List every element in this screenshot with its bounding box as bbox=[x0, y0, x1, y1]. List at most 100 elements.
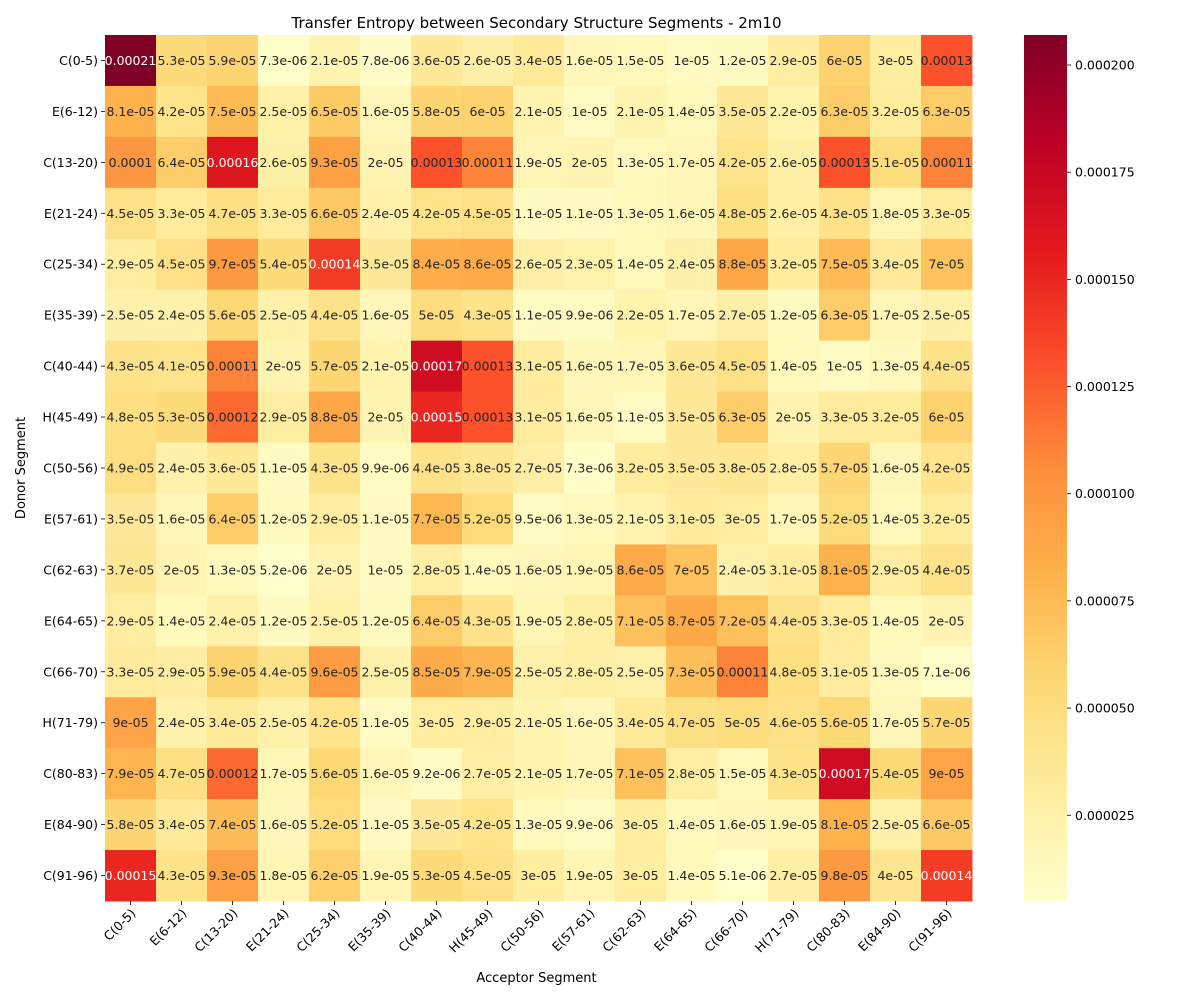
heatmap-cell bbox=[156, 748, 208, 800]
heatmap-cell bbox=[768, 646, 820, 698]
heatmap-cell bbox=[309, 238, 361, 291]
cell-value-label: 8.7e-05 bbox=[668, 613, 716, 628]
heatmap-cell bbox=[258, 544, 310, 596]
cell-value-label: 3.2e-05 bbox=[872, 104, 920, 119]
cell-value-label: 7.5e-05 bbox=[821, 257, 869, 272]
cell-value-label: 3.5e-05 bbox=[413, 817, 461, 832]
cell-value-label: 3.4e-05 bbox=[617, 715, 665, 730]
heatmap-cell bbox=[207, 340, 259, 393]
cell-value-label: 5.3e-05 bbox=[413, 868, 461, 883]
heatmap-cell bbox=[666, 289, 718, 342]
cell-value-label: 3e-05 bbox=[418, 715, 454, 730]
cell-value-label: 0.00013 bbox=[819, 155, 871, 170]
heatmap-cell bbox=[615, 697, 667, 749]
heatmap-cell bbox=[258, 748, 310, 800]
heatmap-cell bbox=[870, 289, 922, 342]
cell-value-label: 2.1e-05 bbox=[617, 104, 665, 119]
heatmap-cell bbox=[309, 697, 361, 749]
heatmap-cell bbox=[462, 187, 514, 240]
cell-value-label: 5.6e-05 bbox=[311, 766, 359, 781]
heatmap-cell bbox=[870, 850, 922, 902]
heatmap-cell bbox=[462, 748, 514, 800]
heatmap-cell bbox=[513, 493, 565, 545]
cell-value-label: 1.3e-05 bbox=[617, 206, 665, 221]
cell-value-label: 3.8e-05 bbox=[719, 461, 767, 476]
heatmap-cell bbox=[513, 646, 565, 698]
heatmap-cell bbox=[207, 238, 259, 291]
cell-value-label: 1.6e-05 bbox=[515, 562, 563, 577]
heatmap-cell bbox=[258, 697, 310, 749]
heatmap-cell bbox=[207, 799, 259, 851]
colorbar-tick-label: 0.000200 bbox=[1075, 58, 1135, 73]
heatmap-cell bbox=[156, 340, 208, 393]
heatmap-cell bbox=[360, 544, 412, 596]
heatmap-cell bbox=[666, 544, 718, 596]
heatmap-cell bbox=[207, 646, 259, 698]
heatmap-cell bbox=[564, 850, 616, 902]
cell-value-label: 5.8e-05 bbox=[107, 817, 155, 832]
cell-value-label: 0.00011 bbox=[717, 664, 769, 679]
heatmap-cell bbox=[564, 289, 616, 342]
heatmap-cell bbox=[513, 799, 565, 851]
heatmap-cell bbox=[870, 187, 922, 240]
x-tick-labels: C(0-5) E(6-12) C(13-20) E(21-24) C(25-34) E(3… bbox=[101, 901, 955, 955]
cell-value-label: 4.3e-05 bbox=[770, 766, 818, 781]
heatmap-cell bbox=[207, 748, 259, 800]
cell-value-label: 3.5e-05 bbox=[719, 104, 767, 119]
heatmap-cell bbox=[156, 187, 208, 240]
cell-value-label: 3.8e-05 bbox=[464, 461, 512, 476]
cell-value-label: 9.3e-05 bbox=[311, 155, 359, 170]
heatmap-cell bbox=[717, 697, 769, 749]
heatmap-cell bbox=[156, 799, 208, 851]
x-tick-label: C(25-34) bbox=[293, 906, 342, 955]
cell-value-label: 2.1e-05 bbox=[515, 104, 563, 119]
cell-value-label: 7.4e-05 bbox=[209, 817, 257, 832]
heatmap-cell bbox=[360, 748, 412, 800]
heatmap-cell bbox=[615, 85, 667, 138]
cell-value-label: 1.1e-05 bbox=[260, 461, 308, 476]
cell-value-label: 4.3e-05 bbox=[464, 308, 512, 323]
cell-value-label: 2e-05 bbox=[775, 410, 811, 425]
heatmap-cell bbox=[870, 544, 922, 596]
cell-value-label: 8.8e-05 bbox=[311, 410, 359, 425]
heatmap-cell bbox=[819, 340, 871, 393]
cell-value-label: 2.1e-05 bbox=[617, 511, 665, 526]
heatmap-cell bbox=[564, 748, 616, 800]
heatmap-cell bbox=[462, 595, 514, 647]
y-tick-label: E(35-39) bbox=[44, 308, 98, 323]
cell-value-label: 3e-05 bbox=[877, 53, 913, 68]
heatmap-cell bbox=[513, 136, 565, 189]
heatmap-cell bbox=[768, 238, 820, 291]
cell-value-label: 0.00017 bbox=[411, 359, 463, 374]
cell-value-label: 4.3e-05 bbox=[158, 868, 206, 883]
heatmap-cell bbox=[309, 646, 361, 698]
heatmap-cell bbox=[513, 35, 565, 87]
heatmap-cell bbox=[717, 340, 769, 393]
heatmap-cell bbox=[666, 238, 718, 291]
cell-value-label: 2.9e-05 bbox=[107, 257, 155, 272]
heatmap-cell bbox=[768, 340, 820, 393]
cell-value-label: 0.00013 bbox=[411, 155, 463, 170]
cell-value-label: 2e-05 bbox=[265, 359, 301, 374]
heatmap-cell bbox=[207, 289, 259, 342]
cell-value-label: 5.7e-05 bbox=[821, 461, 869, 476]
heatmap-cell bbox=[156, 595, 208, 647]
heatmap-cell bbox=[105, 442, 157, 494]
heatmap-cell bbox=[819, 544, 871, 596]
heatmap-cell bbox=[156, 35, 208, 87]
y-tick-label: C(50-56) bbox=[43, 461, 98, 476]
heatmap-cell bbox=[564, 391, 616, 444]
cell-value-label: 8.1e-05 bbox=[821, 562, 869, 577]
heatmap-cells: 0.00021 5.3e-05 5.9e-05 7.3e-06 2.1e-05 7.8e-… bbox=[105, 35, 973, 902]
heatmap-cell bbox=[513, 391, 565, 444]
cell-value-label: 5.7e-05 bbox=[923, 715, 971, 730]
heatmap-cell bbox=[207, 595, 259, 647]
cell-value-label: 6.6e-05 bbox=[923, 817, 971, 832]
cell-value-label: 4.4e-05 bbox=[413, 461, 461, 476]
cell-value-label: 2e-05 bbox=[367, 410, 403, 425]
cell-value-label: 2.9e-05 bbox=[260, 410, 308, 425]
cell-value-label: 1.5e-05 bbox=[719, 766, 767, 781]
chart-title: Transfer Entropy between Secondary Struc… bbox=[290, 14, 781, 32]
heatmap-cell bbox=[156, 544, 208, 596]
cell-value-label: 4e-05 bbox=[877, 868, 913, 883]
